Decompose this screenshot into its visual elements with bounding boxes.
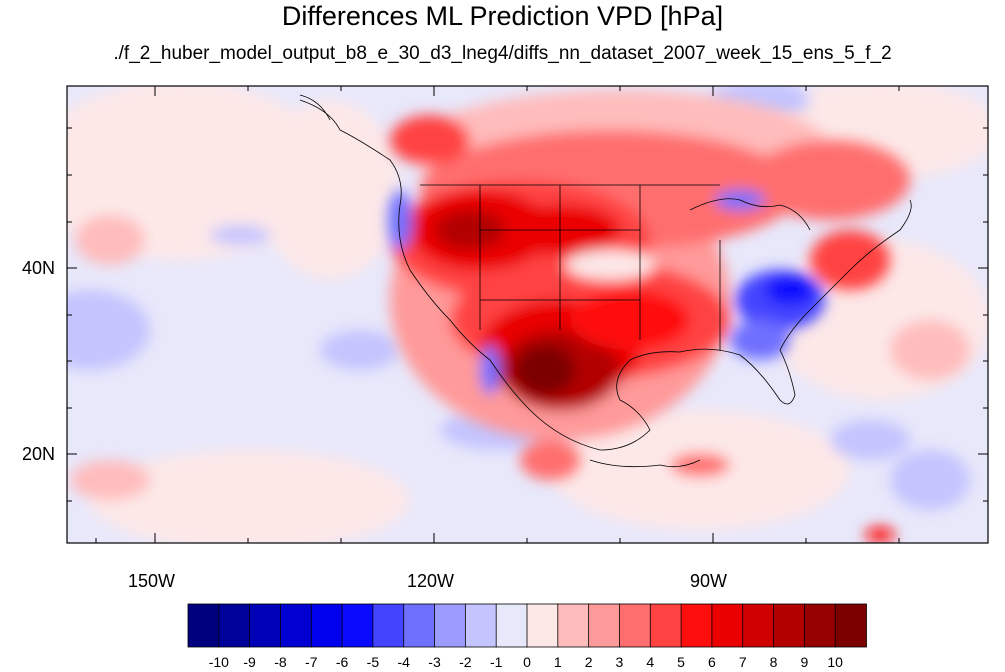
colorbar-tick-label: -3 (428, 654, 441, 670)
colorbar-swatch (372, 603, 405, 648)
map-subtitle: ./f_2_huber_model_output_b8_e_30_d3_lneg… (113, 43, 892, 64)
colorbar-tick-label: -2 (459, 654, 472, 670)
colorbar-tick-label: -9 (243, 654, 256, 670)
colorbar-tick-label: -1 (489, 654, 503, 670)
colorbar-swatch (588, 603, 621, 648)
colorbar-tick-label: -10 (208, 654, 229, 670)
lon-label-150w: 150W (128, 571, 176, 591)
colorbar-swatch (280, 603, 313, 648)
colorbar-tick-label: -7 (305, 654, 318, 670)
colorbar-tick-label: -5 (366, 654, 380, 670)
colorbar-swatch (526, 603, 559, 648)
lon-label-120w: 120W (407, 571, 455, 591)
colorbar-tick-label: 10 (827, 654, 843, 670)
colorbar-swatch (434, 603, 467, 648)
colorbar-tick-label: -4 (397, 654, 410, 670)
lat-label-20n: 20N (22, 444, 56, 464)
lat-label-40n: 40N (22, 258, 56, 278)
colorbar-tick-label: 1 (553, 654, 562, 670)
colorbar-swatch (834, 603, 867, 648)
colorbar-swatch (341, 603, 374, 648)
colorbar-tick-label: -6 (335, 654, 349, 670)
colorbar-swatch (310, 603, 343, 648)
colorbar-tick-label: 4 (646, 654, 655, 670)
colorbar-swatch (742, 603, 775, 648)
colorbar-swatch (649, 603, 682, 648)
colorbar-swatch (495, 603, 528, 648)
map-title: Differences ML Prediction VPD [hPa] (281, 1, 724, 31)
colorbar-tick-label: 2 (584, 654, 593, 670)
axis-ticks (67, 86, 988, 543)
colorbar-tick-label: -8 (274, 654, 287, 670)
colorbar-swatch (680, 603, 713, 648)
colorbar-swatch (249, 603, 282, 648)
colorbar-tick-label: 8 (769, 654, 778, 670)
colorbar-swatch (187, 603, 220, 648)
colorbar-swatch (619, 603, 652, 648)
colorbar-tick-label: 7 (738, 654, 747, 670)
colorbar-tick-label: 3 (615, 654, 624, 670)
colorbar-swatch (464, 603, 498, 648)
coastlines (299, 94, 912, 468)
colorbar-tick-label: 5 (677, 654, 685, 670)
colorbar-swatch (711, 603, 744, 648)
colorbar-swatch (557, 603, 590, 648)
colorbar-swatch (773, 603, 806, 648)
colorbar-tick-label: 6 (708, 654, 716, 670)
colorbar-swatch (403, 603, 436, 648)
colorbar-swatch (803, 603, 837, 648)
colorbar (187, 603, 867, 648)
lon-label-90w: 90W (690, 571, 728, 591)
colorbar-tick-label: 9 (800, 654, 809, 670)
colorbar-swatch (218, 603, 251, 648)
colorbar-tick-label: 0 (523, 654, 531, 670)
vpd-difference-field (67, 86, 988, 543)
